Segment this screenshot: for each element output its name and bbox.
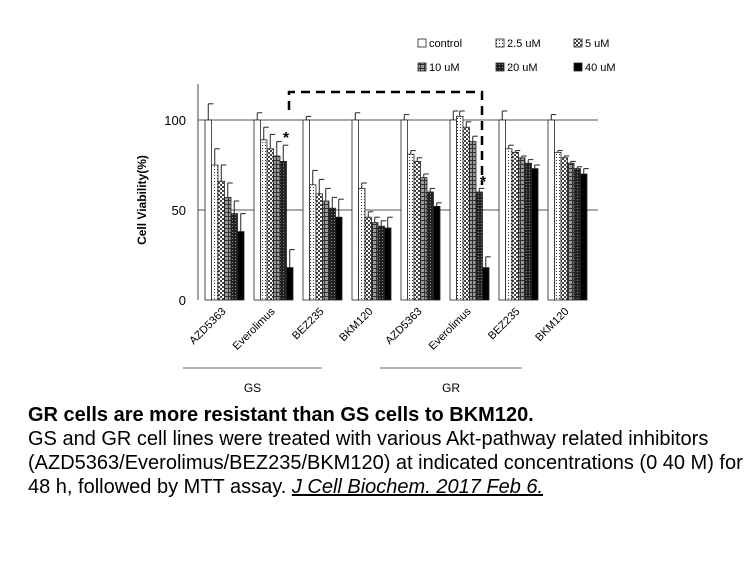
bar (505, 148, 513, 301)
figure-caption: GR cells are more resistant than GS cell… (28, 403, 748, 499)
bar (518, 157, 526, 301)
y-tick-label: 100 (164, 113, 186, 128)
bar (400, 119, 408, 301)
legend-swatch (417, 38, 427, 48)
x-tick-label: AZD5363 (187, 306, 228, 347)
bar (511, 151, 519, 301)
legend-label: 40 uM (585, 62, 616, 74)
bar (260, 139, 268, 301)
bars (204, 103, 589, 301)
legend-label: 2.5 uM (507, 38, 541, 50)
bar (224, 196, 232, 301)
bar (384, 227, 392, 301)
bar (266, 148, 274, 301)
x-tick-label: BKM120 (533, 306, 571, 344)
bar (364, 216, 372, 301)
legend-label: control (429, 38, 462, 50)
bar (322, 200, 330, 301)
bar (407, 153, 415, 301)
bar (462, 126, 470, 301)
bar (433, 205, 441, 301)
bar (351, 119, 359, 301)
bar (547, 119, 555, 301)
bar (554, 151, 562, 301)
legend-swatch (573, 38, 583, 48)
x-tick-label: BKM120 (337, 306, 375, 344)
bar (567, 162, 575, 301)
y-tick-label: 50 (172, 203, 186, 218)
highlight-bracket (287, 90, 484, 185)
bar (456, 116, 464, 301)
x-tick-label: BEZ235 (486, 306, 523, 343)
bar (498, 119, 506, 301)
caption-body: GS and GR cell lines were treated with v… (28, 427, 748, 499)
bar (413, 160, 421, 301)
legend-label: 20 uM (507, 62, 538, 74)
citation-link[interactable]: J Cell Biochem. 2017 Feb 6. (291, 476, 544, 498)
bar (302, 119, 310, 301)
legend-label: 5 uM (585, 38, 609, 50)
bar (328, 207, 336, 301)
bar (426, 191, 434, 301)
legend-label: 10 uM (429, 62, 460, 74)
group-label: GS (244, 381, 261, 395)
x-tick-label: Everolimus (231, 305, 278, 352)
bar (475, 191, 483, 301)
bar (273, 155, 281, 301)
bar (217, 180, 225, 301)
y-axis-label: Cell Viability(%) (135, 155, 149, 245)
bar (204, 119, 212, 301)
bar (253, 119, 261, 301)
bar (560, 157, 568, 301)
bar (279, 160, 287, 301)
annotations: ** (283, 90, 487, 191)
x-tick-label: BEZ235 (290, 306, 327, 343)
bar (580, 173, 588, 301)
bar (524, 162, 532, 301)
legend-swatch (495, 38, 505, 48)
legend: control 2.5 uM 5 uM 10 uM 20 uM 40 uM (417, 38, 616, 74)
bar (211, 164, 219, 301)
bar (469, 141, 477, 301)
significance-asterisk: * (283, 130, 290, 147)
bar (377, 225, 385, 301)
bar (230, 213, 238, 301)
bar (309, 184, 317, 301)
bar (420, 177, 428, 301)
bar (286, 267, 294, 301)
y-tick-label: 0 (179, 293, 186, 308)
bar (449, 119, 457, 301)
legend-swatch (417, 62, 427, 72)
legend-swatch (573, 62, 583, 72)
bar (531, 168, 539, 301)
bar (335, 216, 343, 301)
caption-text: GS and GR cell lines were treated with v… (28, 428, 743, 498)
x-tick-label: AZD5363 (383, 306, 424, 347)
legend-swatch (495, 62, 505, 72)
bar (371, 222, 379, 301)
x-tick-label: Everolimus (427, 305, 474, 352)
group-label: GR (442, 381, 460, 395)
bar (573, 168, 581, 301)
bar (358, 187, 366, 301)
bar (482, 267, 490, 301)
bar (237, 231, 245, 301)
caption-title: GR cells are more resistant than GS cell… (28, 404, 534, 426)
bar (315, 193, 323, 301)
significance-asterisk: * (480, 174, 487, 191)
